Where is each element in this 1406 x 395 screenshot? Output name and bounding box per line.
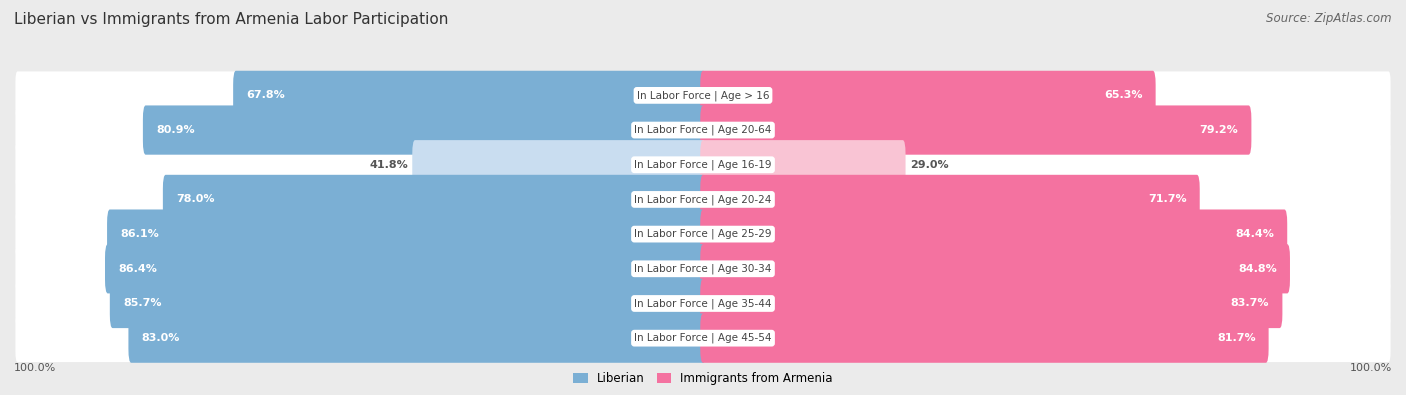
Text: 83.0%: 83.0% (142, 333, 180, 343)
FancyBboxPatch shape (700, 71, 1156, 120)
Text: In Labor Force | Age 45-54: In Labor Force | Age 45-54 (634, 333, 772, 343)
Text: 83.7%: 83.7% (1230, 299, 1270, 308)
FancyBboxPatch shape (412, 140, 706, 189)
FancyBboxPatch shape (128, 314, 706, 363)
Text: 80.9%: 80.9% (156, 125, 194, 135)
Text: 84.8%: 84.8% (1239, 264, 1277, 274)
Text: 67.8%: 67.8% (246, 90, 285, 100)
Text: In Labor Force | Age 25-29: In Labor Force | Age 25-29 (634, 229, 772, 239)
Text: 65.3%: 65.3% (1104, 90, 1143, 100)
FancyBboxPatch shape (15, 106, 1391, 154)
Text: 78.0%: 78.0% (176, 194, 215, 205)
FancyBboxPatch shape (233, 71, 706, 120)
FancyBboxPatch shape (700, 314, 1268, 363)
Text: 41.8%: 41.8% (370, 160, 408, 170)
FancyBboxPatch shape (700, 105, 1251, 155)
Text: In Labor Force | Age 30-34: In Labor Force | Age 30-34 (634, 263, 772, 274)
FancyBboxPatch shape (143, 105, 706, 155)
FancyBboxPatch shape (700, 279, 1282, 328)
Legend: Liberian, Immigrants from Armenia: Liberian, Immigrants from Armenia (574, 372, 832, 385)
Text: 85.7%: 85.7% (122, 299, 162, 308)
Text: 86.4%: 86.4% (118, 264, 157, 274)
Text: 100.0%: 100.0% (14, 363, 56, 373)
Text: 79.2%: 79.2% (1199, 125, 1239, 135)
FancyBboxPatch shape (163, 175, 706, 224)
FancyBboxPatch shape (15, 280, 1391, 327)
Text: 100.0%: 100.0% (1350, 363, 1392, 373)
FancyBboxPatch shape (700, 244, 1289, 293)
FancyBboxPatch shape (15, 141, 1391, 189)
Text: Liberian vs Immigrants from Armenia Labor Participation: Liberian vs Immigrants from Armenia Labo… (14, 12, 449, 27)
Text: In Labor Force | Age 20-24: In Labor Force | Age 20-24 (634, 194, 772, 205)
FancyBboxPatch shape (105, 244, 706, 293)
Text: 71.7%: 71.7% (1149, 194, 1187, 205)
Text: In Labor Force | Age 16-19: In Labor Force | Age 16-19 (634, 160, 772, 170)
Text: 84.4%: 84.4% (1236, 229, 1274, 239)
Text: 81.7%: 81.7% (1218, 333, 1256, 343)
Text: Source: ZipAtlas.com: Source: ZipAtlas.com (1267, 12, 1392, 25)
Text: In Labor Force | Age 20-64: In Labor Force | Age 20-64 (634, 125, 772, 135)
FancyBboxPatch shape (700, 140, 905, 189)
Text: In Labor Force | Age > 16: In Labor Force | Age > 16 (637, 90, 769, 101)
Text: 86.1%: 86.1% (120, 229, 159, 239)
Text: 29.0%: 29.0% (910, 160, 948, 170)
FancyBboxPatch shape (15, 71, 1391, 119)
FancyBboxPatch shape (700, 175, 1199, 224)
FancyBboxPatch shape (15, 210, 1391, 258)
FancyBboxPatch shape (15, 175, 1391, 223)
FancyBboxPatch shape (15, 314, 1391, 362)
Text: In Labor Force | Age 35-44: In Labor Force | Age 35-44 (634, 298, 772, 309)
FancyBboxPatch shape (107, 209, 706, 259)
FancyBboxPatch shape (110, 279, 706, 328)
FancyBboxPatch shape (700, 209, 1288, 259)
FancyBboxPatch shape (15, 245, 1391, 293)
